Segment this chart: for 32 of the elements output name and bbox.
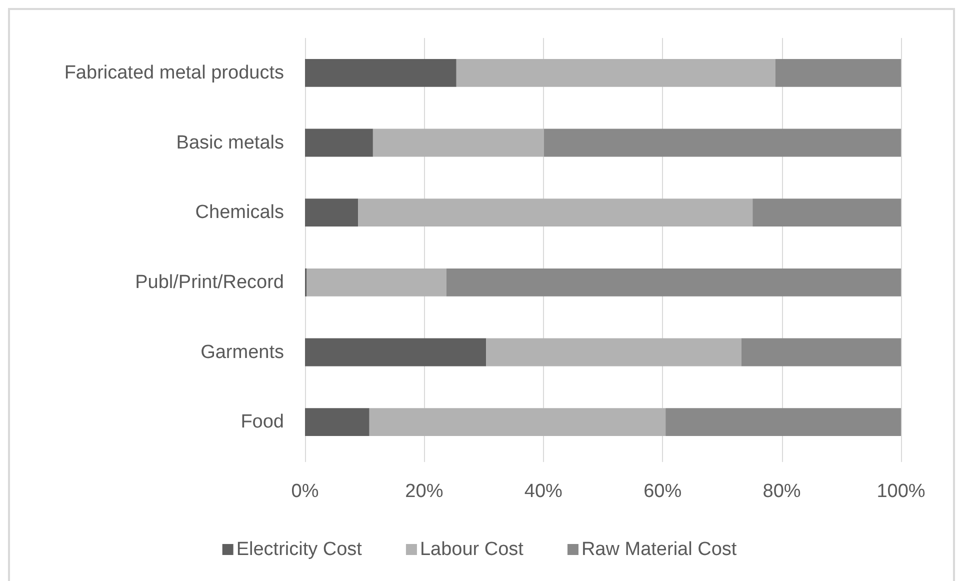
y-tick-label: Fabricated metal products	[64, 62, 284, 84]
bar	[486, 338, 742, 366]
y-tick-label: Basic metals	[176, 132, 284, 154]
legend-label: Electricity Cost	[236, 539, 363, 560]
bar	[305, 128, 373, 157]
bar	[741, 338, 901, 366]
bar	[369, 408, 666, 436]
bar	[372, 128, 544, 157]
x-tick-label: 80%	[762, 481, 801, 502]
bar	[305, 408, 370, 436]
bar	[544, 128, 901, 157]
bar	[456, 58, 776, 87]
legend-label: Labour Cost	[420, 539, 524, 560]
x-tick-label: 0%	[291, 481, 319, 502]
bar	[358, 198, 753, 227]
bar	[666, 408, 901, 436]
bar	[752, 198, 901, 227]
bar	[446, 268, 901, 296]
x-tick-label: 40%	[524, 481, 563, 502]
x-tick-label: 100%	[876, 481, 926, 502]
y-tick-label: Garments	[200, 342, 284, 363]
y-tick-label: Publ/Print/Record	[135, 272, 284, 293]
legend-label: Raw Material Cost	[581, 539, 738, 560]
y-tick-label: Food	[240, 412, 284, 433]
bar	[306, 268, 446, 296]
bar	[305, 198, 358, 227]
x-tick-label: 20%	[405, 481, 444, 502]
bar	[775, 58, 901, 87]
y-tick-label: Chemicals	[195, 202, 284, 224]
bar	[305, 58, 456, 87]
bar	[305, 338, 486, 366]
x-tick-label: 60%	[644, 481, 682, 502]
